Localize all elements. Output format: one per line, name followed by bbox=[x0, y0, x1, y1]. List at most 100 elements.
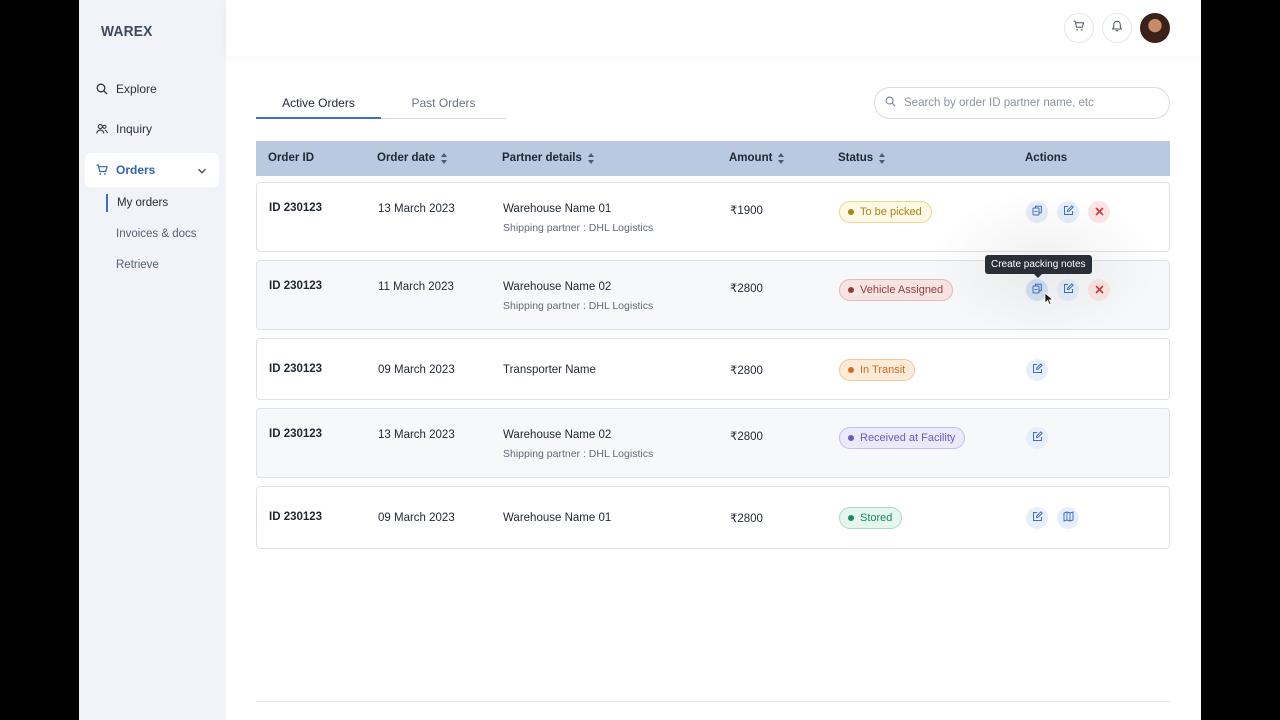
notifications-button[interactable] bbox=[1102, 13, 1132, 43]
edit-icon bbox=[1032, 509, 1043, 527]
order-date: 11 March 2023 bbox=[378, 281, 454, 293]
search-input[interactable] bbox=[904, 97, 1154, 109]
sort-icon[interactable] bbox=[778, 153, 785, 164]
app-window: WAREX Explore Inquiry Orders My orders I… bbox=[79, 0, 1201, 720]
sidebar-item-explore[interactable]: Explore bbox=[85, 72, 219, 106]
top-header bbox=[226, 0, 1201, 56]
column-header-status[interactable]: Status bbox=[838, 141, 886, 176]
status-badge: Received at Facility bbox=[839, 427, 966, 449]
column-label: Order date bbox=[377, 152, 436, 164]
tab-past-orders[interactable]: Past Orders bbox=[411, 96, 476, 110]
order-amount: ₹2800 bbox=[730, 365, 763, 377]
partner-name: Warehouse Name 01 bbox=[503, 203, 612, 215]
map-button[interactable] bbox=[1057, 507, 1079, 529]
divider bbox=[256, 701, 1170, 702]
order-date: 13 March 2023 bbox=[378, 203, 455, 215]
shipping-partner: Shipping partner : DHL Logistics bbox=[503, 448, 654, 460]
sidebar-subitem-invoices[interactable]: Invoices & docs bbox=[116, 228, 197, 240]
packing-notes-icon bbox=[1032, 281, 1043, 299]
edit-button[interactable] bbox=[1026, 507, 1048, 529]
order-date: 13 March 2023 bbox=[378, 429, 455, 441]
order-tabs: Active Orders Past Orders bbox=[256, 88, 506, 119]
order-amount: ₹2800 bbox=[730, 513, 763, 525]
table-row: ID 230123 13 March 2023 Warehouse Name 0… bbox=[256, 182, 1170, 252]
cancel-icon bbox=[1095, 281, 1104, 299]
order-date: 09 March 2023 bbox=[378, 364, 455, 376]
status-badge: Stored bbox=[839, 507, 903, 529]
sidebar: WAREX Explore Inquiry Orders My orders I… bbox=[79, 0, 226, 720]
sidebar-item-label: Explore bbox=[116, 82, 157, 96]
search-icon bbox=[885, 94, 896, 112]
sidebar-item-inquiry[interactable]: Inquiry bbox=[85, 112, 219, 146]
order-id: ID 230123 bbox=[269, 428, 323, 440]
sidebar-item-label: Orders bbox=[116, 163, 156, 177]
mouse-cursor-icon bbox=[1044, 292, 1056, 306]
order-amount: ₹2800 bbox=[730, 283, 763, 295]
edit-icon bbox=[1063, 281, 1074, 299]
column-header-order-id: Order ID bbox=[268, 141, 314, 176]
table-row: ID 230123 13 March 2023 Warehouse Name 0… bbox=[256, 408, 1170, 478]
cart-icon bbox=[96, 164, 108, 176]
status-badge: To be picked bbox=[839, 201, 932, 223]
column-label: Order ID bbox=[268, 152, 315, 164]
partner-name: Transporter Name bbox=[503, 364, 596, 376]
search-icon bbox=[96, 83, 108, 95]
edit-button[interactable] bbox=[1026, 427, 1048, 449]
users-icon bbox=[96, 123, 108, 135]
order-date: 09 March 2023 bbox=[378, 512, 455, 524]
tooltip: Create packing notes bbox=[985, 255, 1092, 278]
column-label: Status bbox=[838, 152, 874, 164]
shipping-partner: Shipping partner : DHL Logistics bbox=[503, 222, 654, 234]
edit-button[interactable] bbox=[1057, 201, 1079, 223]
partner-name: Warehouse Name 01 bbox=[503, 512, 612, 524]
column-label: Actions bbox=[1025, 152, 1068, 164]
column-header-actions: Actions bbox=[1025, 141, 1067, 176]
edit-button[interactable] bbox=[1057, 279, 1079, 301]
chevron-down-icon[interactable] bbox=[197, 165, 207, 175]
column-header-amount[interactable]: Amount bbox=[729, 141, 785, 176]
partner-name: Warehouse Name 02 bbox=[503, 429, 612, 441]
cancel-icon bbox=[1095, 203, 1104, 221]
column-label: Partner details bbox=[502, 152, 582, 164]
avatar[interactable] bbox=[1140, 13, 1170, 43]
packing-notes-button[interactable] bbox=[1026, 201, 1048, 223]
order-id: ID 230123 bbox=[269, 363, 323, 375]
table-row: ID 230123 09 March 2023 Warehouse Name 0… bbox=[256, 486, 1170, 549]
table-header: Order ID Order date Partner details Amou… bbox=[256, 141, 1170, 176]
partner-name: Warehouse Name 02 bbox=[503, 281, 612, 293]
shipping-partner: Shipping partner : DHL Logistics bbox=[503, 300, 654, 312]
sidebar-item-orders[interactable]: Orders bbox=[85, 153, 219, 187]
tab-active-orders[interactable]: Active Orders bbox=[256, 88, 381, 119]
logo: WAREX bbox=[101, 23, 153, 40]
sidebar-item-label: Inquiry bbox=[116, 122, 153, 136]
cancel-button[interactable] bbox=[1088, 201, 1110, 223]
order-id: ID 230123 bbox=[269, 511, 323, 523]
column-header-order-date[interactable]: Order date bbox=[377, 141, 448, 176]
cart-icon bbox=[1073, 19, 1085, 37]
column-label: Amount bbox=[729, 152, 773, 164]
bell-icon bbox=[1111, 19, 1123, 37]
sidebar-subitem-retrieve[interactable]: Retrieve bbox=[116, 259, 159, 271]
packing-notes-icon bbox=[1032, 203, 1043, 221]
cart-button[interactable] bbox=[1064, 13, 1094, 43]
search-box bbox=[874, 87, 1170, 119]
order-amount: ₹1900 bbox=[730, 205, 763, 217]
sort-icon[interactable] bbox=[441, 153, 448, 164]
edit-icon bbox=[1032, 361, 1043, 379]
packing-notes-button[interactable] bbox=[1026, 279, 1048, 301]
table-row: ID 230123 09 March 2023 Transporter Name… bbox=[256, 338, 1170, 400]
sort-icon[interactable] bbox=[587, 153, 595, 164]
order-id: ID 230123 bbox=[269, 280, 323, 292]
edit-icon bbox=[1063, 203, 1074, 221]
edit-button[interactable] bbox=[1026, 359, 1048, 381]
status-badge: Vehicle Assigned bbox=[839, 279, 954, 301]
status-badge: In Transit bbox=[839, 359, 916, 381]
sidebar-subitem-my-orders[interactable]: My orders bbox=[106, 194, 168, 212]
edit-icon bbox=[1032, 429, 1043, 447]
order-id: ID 230123 bbox=[269, 202, 323, 214]
cancel-button[interactable] bbox=[1088, 279, 1110, 301]
map-icon bbox=[1063, 509, 1074, 527]
sort-icon[interactable] bbox=[879, 153, 886, 164]
column-header-partner-details[interactable]: Partner details bbox=[502, 141, 595, 176]
order-amount: ₹2800 bbox=[730, 431, 763, 443]
